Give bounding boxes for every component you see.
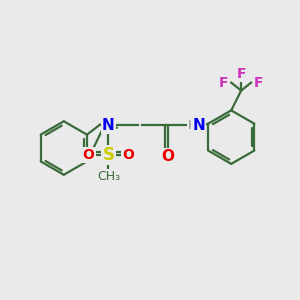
Text: O: O [122,148,134,162]
Text: CH₃: CH₃ [97,170,120,183]
Text: N: N [192,118,205,133]
Text: N: N [102,118,115,133]
Text: F: F [219,76,228,90]
Text: F: F [236,67,246,81]
Text: S: S [102,146,114,164]
Text: O: O [161,149,174,164]
Text: F: F [254,76,264,90]
Text: O: O [82,148,94,162]
Text: H: H [188,119,197,132]
